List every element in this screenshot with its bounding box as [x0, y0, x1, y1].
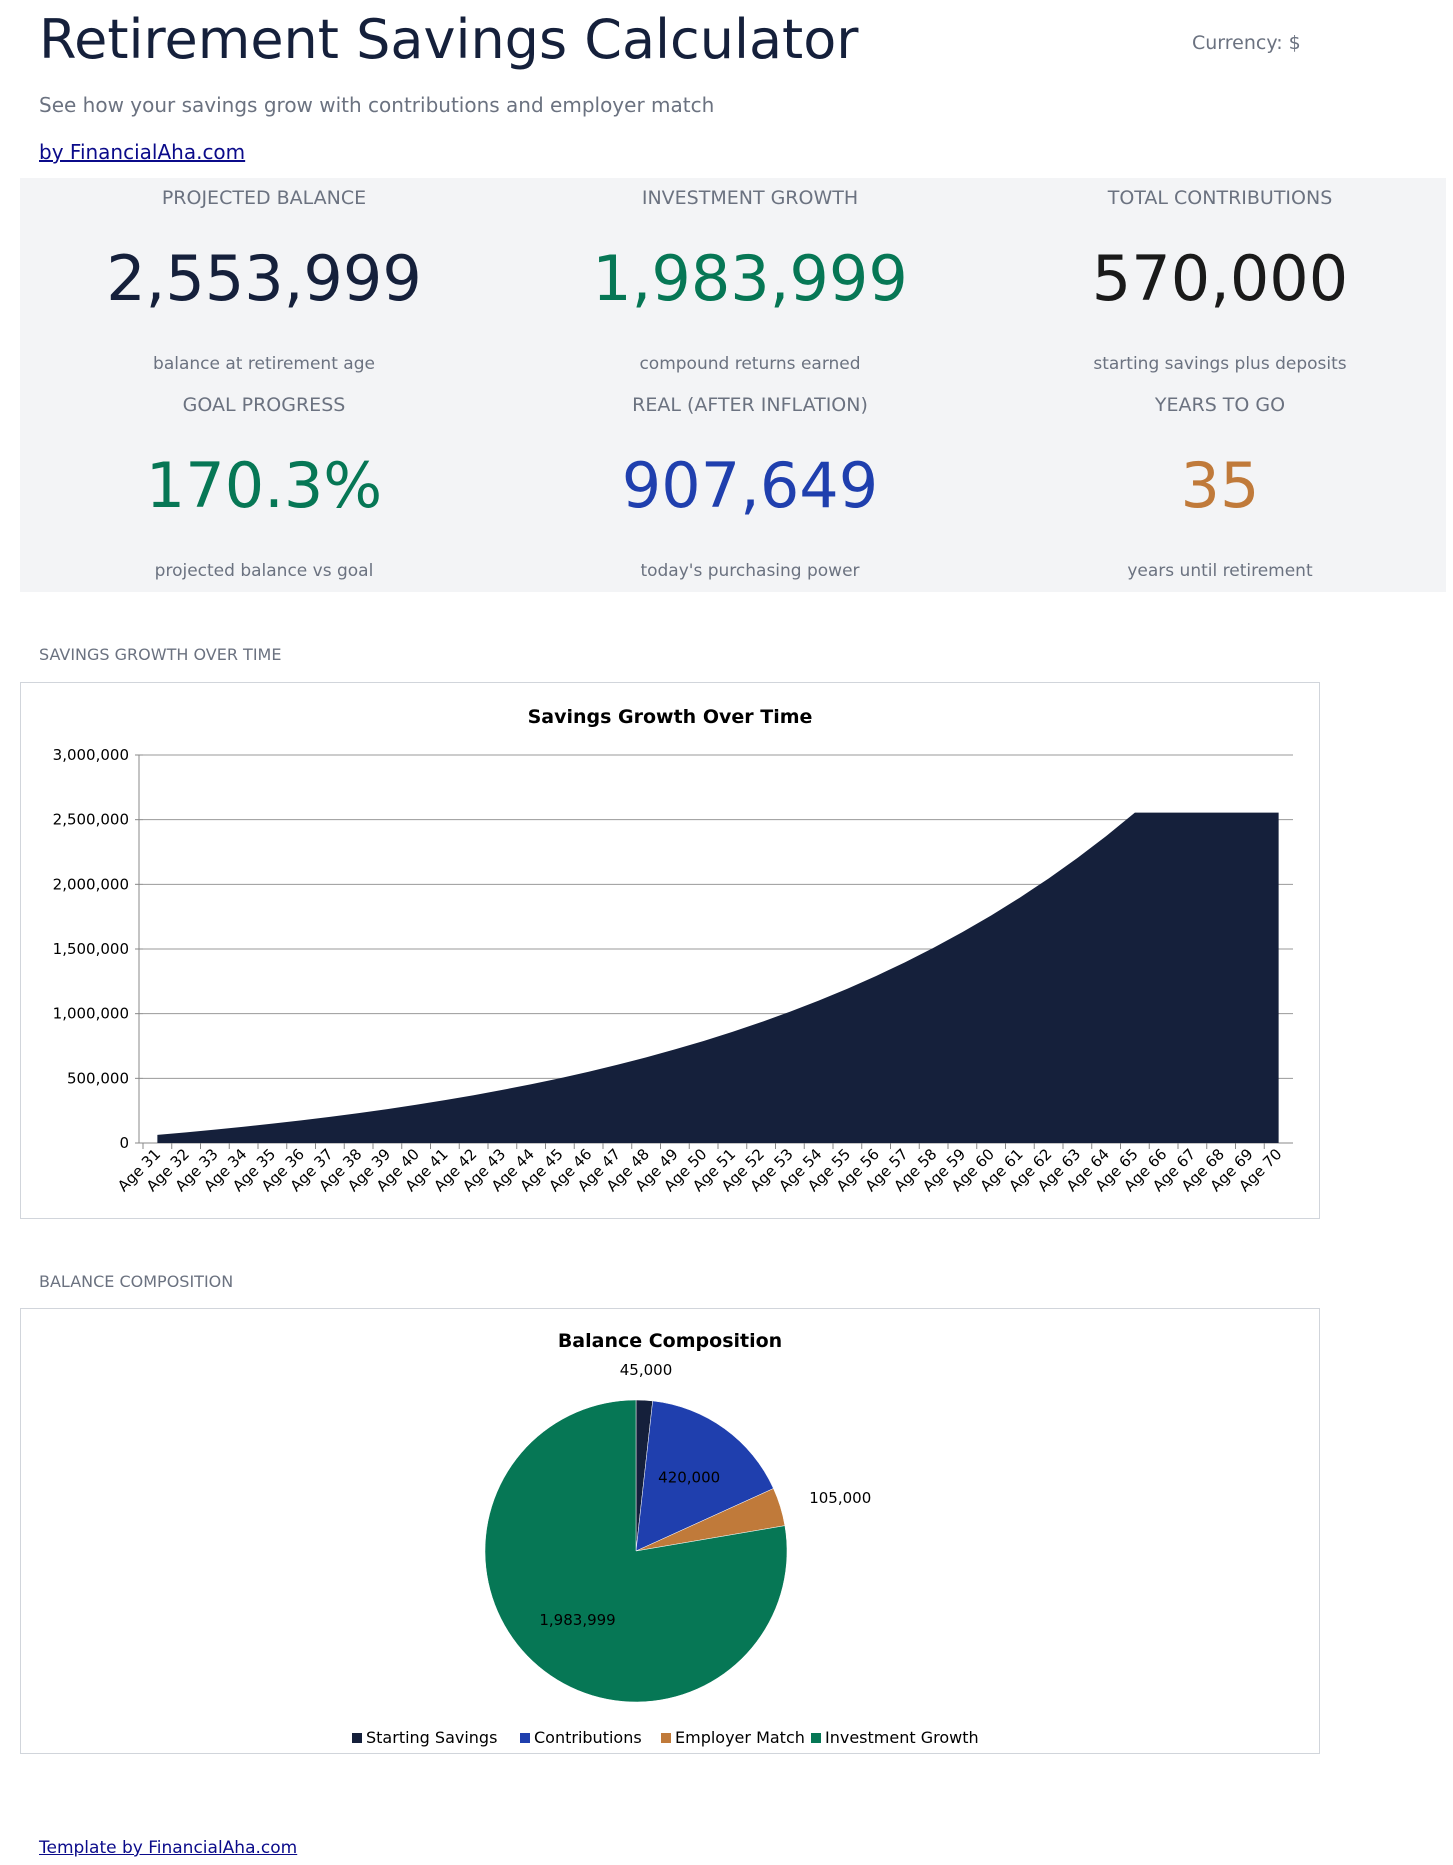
chart-title: Savings Growth Over Time [528, 706, 813, 728]
legend-label: Employer Match [675, 1728, 805, 1747]
kpi-panel: PROJECTED BALANCE 2,553,999 balance at ret… [20, 178, 1446, 592]
footer-link[interactable]: Template by FinancialAha.com [39, 1838, 298, 1858]
page-title: Retirement Savings Calculator [39, 8, 859, 71]
kpi-value: 1,983,999 [592, 242, 908, 315]
kpi-note: years until retirement [1127, 561, 1313, 581]
chart-title: Balance Composition [558, 1330, 782, 1352]
data-label: 420,000 [658, 1469, 720, 1487]
legend-label: Starting Savings [366, 1728, 497, 1747]
pie-slice [484, 1399, 788, 1703]
y-tick-label: 500,000 [67, 1069, 129, 1087]
kpi-label: YEARS TO GO [1154, 394, 1286, 416]
legend-swatch [520, 1733, 530, 1743]
legend-swatch [352, 1733, 362, 1743]
byline-link[interactable]: by FinancialAha.com [39, 140, 246, 164]
data-label: 1,983,999 [539, 1611, 615, 1629]
kpi-note: projected balance vs goal [154, 561, 374, 581]
kpi-label: GOAL PROGRESS [182, 394, 346, 416]
kpi-label: REAL (AFTER INFLATION) [632, 394, 868, 416]
data-label: 45,000 [620, 1361, 673, 1379]
pie-chart: Balance Composition 45,000 420,000 105,000 1… [352, 1330, 979, 1747]
data-label: 105,000 [809, 1489, 871, 1507]
currency: Currency: $ [1192, 32, 1301, 54]
y-tick-label: 3,000,000 [53, 746, 129, 764]
kpi-value: 907,649 [621, 449, 879, 522]
legend-label: Contributions [534, 1728, 642, 1747]
y-tick-label: 1,500,000 [53, 940, 129, 958]
kpi-value: 35 [1180, 449, 1260, 522]
kpi-note: starting savings plus deposits [1093, 354, 1347, 374]
legend-label: Investment Growth [825, 1728, 979, 1747]
kpi-note: balance at retirement age [153, 354, 375, 374]
pie-slice [635, 1400, 774, 1552]
kpi-value: 170.3% [145, 449, 383, 522]
legend-swatch [811, 1733, 821, 1743]
chart-box: Savings Growth Over Time 0 500,000 1,000,00… [20, 682, 1320, 1219]
kpi-value: 2,553,999 [106, 242, 422, 315]
kpi-label: TOTAL CONTRIBUTIONS [1107, 187, 1333, 209]
y-tick-label: 2,000,000 [53, 875, 129, 893]
y-tick-label: 1,000,000 [53, 1005, 129, 1023]
y-tick-label: 0 [119, 1134, 129, 1152]
y-tick-label: 2,500,000 [53, 811, 129, 829]
section-label: BALANCE COMPOSITION [39, 1272, 234, 1291]
section-label: SAVINGS GROWTH OVER TIME [39, 645, 282, 664]
kpi-note: today's purchasing power [640, 561, 860, 581]
area-chart: Savings Growth Over Time 0 500,000 1,000,00… [53, 706, 1293, 1195]
subtitle: See how your savings grow with contribut… [39, 93, 715, 117]
kpi-value: 570,000 [1091, 242, 1349, 315]
legend-swatch [661, 1733, 671, 1743]
kpi-label: PROJECTED BALANCE [161, 187, 367, 209]
kpi-label: INVESTMENT GROWTH [641, 187, 859, 209]
chart-box: Balance Composition 45,000 420,000 105,000 1… [20, 1308, 1320, 1754]
area [157, 812, 1279, 1143]
kpi-note: compound returns earned [639, 354, 861, 374]
